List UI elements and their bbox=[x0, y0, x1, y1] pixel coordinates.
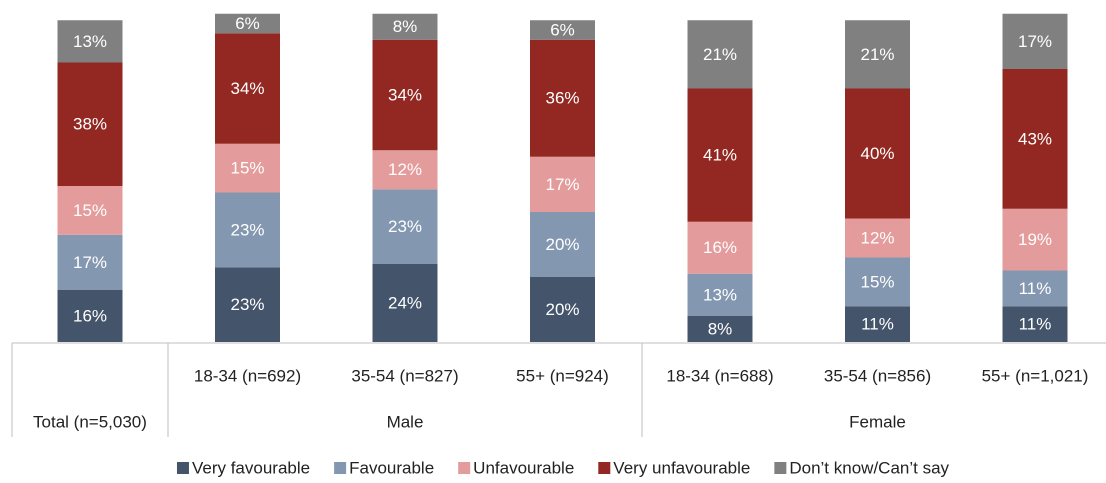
value-label: 23% bbox=[388, 217, 422, 236]
legend-label: Don’t know/Can’t say bbox=[789, 458, 949, 477]
value-label: 15% bbox=[230, 159, 264, 178]
bar-segment bbox=[530, 156, 595, 212]
legend-label: Unfavourable bbox=[473, 458, 574, 477]
value-label: 41% bbox=[703, 146, 737, 165]
x-tick-label: 55+ (n=1,021) bbox=[982, 366, 1089, 385]
legend-label: Very unfavourable bbox=[613, 458, 750, 477]
bar-segment bbox=[57, 186, 123, 235]
value-label: 17% bbox=[73, 253, 107, 272]
x-tick-label: 18-34 (n=692) bbox=[194, 366, 301, 385]
bar-segment bbox=[372, 39, 438, 151]
legend-swatch bbox=[176, 462, 189, 474]
value-label: 40% bbox=[860, 144, 894, 163]
legend-swatch bbox=[334, 462, 347, 474]
bar-segment bbox=[845, 306, 910, 342]
bar-segment bbox=[687, 221, 753, 274]
legend-swatch bbox=[458, 462, 471, 474]
bar-segment bbox=[57, 62, 123, 186]
value-label: 24% bbox=[388, 293, 422, 312]
bar-segment bbox=[215, 192, 280, 268]
value-label: 20% bbox=[545, 300, 579, 319]
bar-segment bbox=[1002, 69, 1068, 209]
bar-segment bbox=[845, 88, 910, 219]
value-label: 20% bbox=[545, 235, 579, 254]
value-label: 15% bbox=[73, 201, 107, 220]
bar-segment bbox=[687, 273, 753, 316]
bar-segment bbox=[1002, 270, 1068, 307]
x-tick-label: Total (n=5,030) bbox=[33, 412, 147, 431]
bar-segment bbox=[845, 20, 910, 89]
legend-label: Favourable bbox=[349, 458, 434, 477]
group-label: Female bbox=[849, 412, 906, 431]
value-label: 36% bbox=[545, 89, 579, 108]
value-label: 11% bbox=[1019, 315, 1052, 334]
bar-segment bbox=[845, 218, 910, 258]
x-tick-label: 55+ (n=924) bbox=[516, 366, 609, 385]
value-label: 13% bbox=[73, 32, 107, 51]
bar-segment bbox=[530, 20, 595, 40]
bar-segment bbox=[687, 20, 753, 89]
x-tick-label: 35-54 (n=856) bbox=[824, 366, 931, 385]
value-label: 23% bbox=[230, 295, 264, 314]
bar-segment bbox=[215, 267, 280, 342]
value-label: 6% bbox=[235, 14, 260, 33]
bar-segment bbox=[530, 39, 595, 157]
legend-swatch bbox=[598, 462, 611, 474]
bar-segment bbox=[372, 150, 438, 190]
bar-segment bbox=[215, 33, 280, 144]
value-label: 17% bbox=[545, 175, 579, 194]
value-label: 21% bbox=[703, 45, 737, 64]
value-label: 11% bbox=[1019, 279, 1052, 298]
bar-segment bbox=[845, 257, 910, 307]
value-label: 17% bbox=[1018, 32, 1052, 51]
bar-segment bbox=[530, 277, 595, 342]
bar-segment bbox=[57, 290, 123, 342]
value-label: 21% bbox=[860, 45, 894, 64]
bar-segment bbox=[687, 88, 753, 222]
x-tick-label: 18-34 (n=688) bbox=[666, 366, 773, 385]
group-label: Male bbox=[387, 412, 424, 431]
value-label: 13% bbox=[703, 285, 737, 304]
bar-segment bbox=[215, 13, 280, 34]
bar-segment bbox=[57, 234, 123, 290]
value-label: 23% bbox=[230, 220, 264, 239]
value-label: 6% bbox=[550, 20, 575, 39]
value-label: 16% bbox=[73, 306, 107, 325]
value-label: 8% bbox=[393, 17, 418, 36]
bar-segment bbox=[215, 143, 280, 193]
bar-segment bbox=[687, 316, 753, 342]
value-label: 11% bbox=[861, 315, 894, 334]
legend-label: Very favourable bbox=[192, 458, 310, 477]
value-label: 12% bbox=[388, 160, 422, 179]
value-label: 16% bbox=[703, 238, 737, 257]
bar-segment bbox=[372, 13, 438, 40]
legend-swatch bbox=[774, 462, 787, 474]
bar-segment bbox=[57, 20, 123, 63]
bar-segment bbox=[372, 189, 438, 264]
value-label: 34% bbox=[388, 85, 422, 104]
value-label: 15% bbox=[860, 272, 894, 291]
bar-segment bbox=[1002, 306, 1068, 342]
bar-segment bbox=[1002, 208, 1068, 271]
value-label: 43% bbox=[1018, 129, 1052, 148]
value-label: 34% bbox=[230, 79, 264, 98]
x-tick-label: 35-54 (n=827) bbox=[351, 366, 458, 385]
bar-segment bbox=[1002, 13, 1068, 69]
value-label: 8% bbox=[708, 319, 733, 338]
bar-segment bbox=[372, 264, 438, 342]
bar-segment bbox=[530, 212, 595, 277]
value-label: 38% bbox=[73, 115, 107, 134]
value-label: 12% bbox=[860, 228, 894, 247]
value-label: 19% bbox=[1018, 230, 1052, 249]
